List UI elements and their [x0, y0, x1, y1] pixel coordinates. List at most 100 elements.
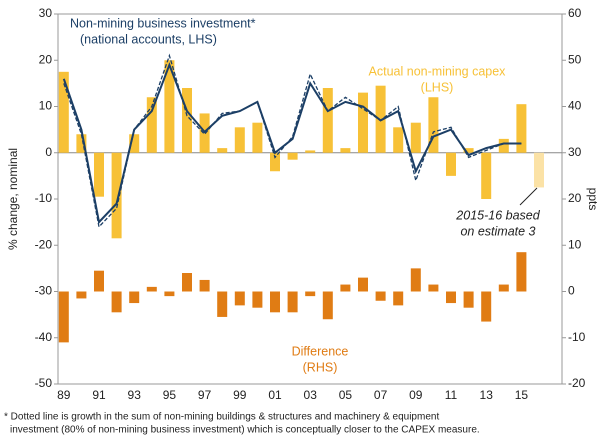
- bar: [446, 291, 456, 304]
- bar: [516, 104, 527, 153]
- line-label: (national accounts, LHS): [80, 32, 217, 46]
- footnote: * Dotted line is growth in the sum of no…: [4, 412, 439, 423]
- y-tick-label: -50: [35, 376, 53, 390]
- bar: [481, 291, 492, 322]
- y-axis-label: % change, nominal: [6, 148, 20, 250]
- bar: [182, 273, 192, 292]
- y-tick-label: -30: [35, 284, 53, 298]
- bar: [463, 148, 474, 153]
- x-tick-label: 97: [198, 388, 212, 402]
- y2-tick-label: -10: [568, 330, 586, 344]
- x-tick-label: 05: [339, 388, 353, 402]
- y-tick-label: 20: [39, 52, 53, 66]
- bar: [234, 127, 245, 153]
- bar: [322, 291, 333, 320]
- bar: [428, 97, 439, 153]
- y2-tick-label: 50: [568, 52, 582, 66]
- bar: [358, 92, 368, 153]
- bar: [129, 291, 140, 304]
- x-tick-label: 11: [445, 388, 458, 402]
- bar: [498, 284, 509, 292]
- y-tick-label: 0: [45, 145, 52, 159]
- bar: [146, 286, 157, 292]
- x-tick-label: 91: [92, 388, 106, 402]
- bar: [463, 291, 474, 308]
- y2-tick-label: 20: [568, 191, 582, 205]
- dashed-line: [63, 53, 522, 229]
- x-tick-label: 99: [233, 388, 247, 402]
- bar: [305, 150, 316, 153]
- bar: [234, 291, 245, 306]
- x-tick-label: 93: [128, 388, 142, 402]
- bar: [146, 97, 157, 153]
- y-tick-label: 30: [39, 6, 53, 20]
- bar: [516, 252, 527, 292]
- bar: [217, 291, 228, 317]
- y2-tick-label: 60: [568, 6, 582, 20]
- bar: [270, 291, 280, 313]
- y2-tick-label: 40: [568, 99, 582, 113]
- bar: [252, 291, 263, 308]
- bar: [94, 270, 104, 292]
- capex-label: (LHS): [421, 80, 454, 94]
- x-tick-label: 03: [304, 388, 318, 402]
- x-tick-label: 13: [480, 388, 494, 402]
- bar: [446, 152, 456, 176]
- y-tick-label: -20: [35, 237, 53, 251]
- y2-tick-label: 10: [568, 237, 582, 251]
- bar: [375, 291, 386, 301]
- bar: [358, 277, 368, 292]
- x-tick-label: 95: [163, 388, 177, 402]
- x-tick-label: 01: [268, 388, 282, 402]
- bar: [58, 291, 69, 343]
- bar: [199, 279, 210, 292]
- y2-tick-label: -20: [568, 376, 586, 390]
- bar: [322, 88, 333, 153]
- estimate-label: on estimate 3: [460, 224, 535, 238]
- bar: [58, 71, 69, 153]
- difference-label: Difference: [292, 344, 349, 358]
- bar: [94, 152, 104, 197]
- bar: [217, 148, 228, 153]
- bar: [534, 152, 544, 188]
- bar: [164, 60, 175, 153]
- bar: [287, 291, 298, 313]
- line-label: Non-mining business investment*: [70, 16, 256, 30]
- difference-label: (RHS): [303, 360, 338, 374]
- y-tick-label: -10: [35, 191, 53, 205]
- y2-axis-label: ppts: [586, 188, 600, 211]
- bar: [481, 152, 492, 199]
- bar: [270, 152, 280, 172]
- x-tick-label: 09: [409, 388, 423, 402]
- bar: [498, 138, 509, 153]
- bar: [393, 127, 404, 153]
- bar: [164, 291, 175, 297]
- bar: [111, 291, 122, 313]
- y2-tick-label: 0: [568, 284, 575, 298]
- y-tick-label: -40: [35, 330, 53, 344]
- line: [62, 62, 522, 225]
- x-tick-label: 07: [374, 388, 388, 402]
- bar: [111, 152, 122, 239]
- bar: [410, 122, 421, 153]
- bar: [305, 291, 316, 297]
- estimate-arrow: [519, 187, 538, 206]
- bar: [76, 134, 87, 153]
- bar: [340, 284, 351, 292]
- estimate-label: 2015-16 based: [455, 208, 540, 222]
- bar: [393, 291, 404, 306]
- footnote: investment (80% of non-mining business i…: [10, 425, 480, 436]
- bar: [287, 152, 298, 160]
- y-tick-label: 10: [39, 99, 53, 113]
- y2-tick-label: 30: [568, 145, 582, 159]
- bar: [340, 148, 351, 153]
- bar: [76, 291, 87, 299]
- bar: [428, 284, 439, 292]
- bar: [410, 268, 421, 292]
- x-tick-label: 89: [57, 388, 71, 402]
- x-tick-label: 15: [515, 388, 529, 402]
- bar: [252, 122, 263, 153]
- capex-label: Actual non-mining capex: [369, 64, 507, 78]
- bar: [182, 88, 192, 153]
